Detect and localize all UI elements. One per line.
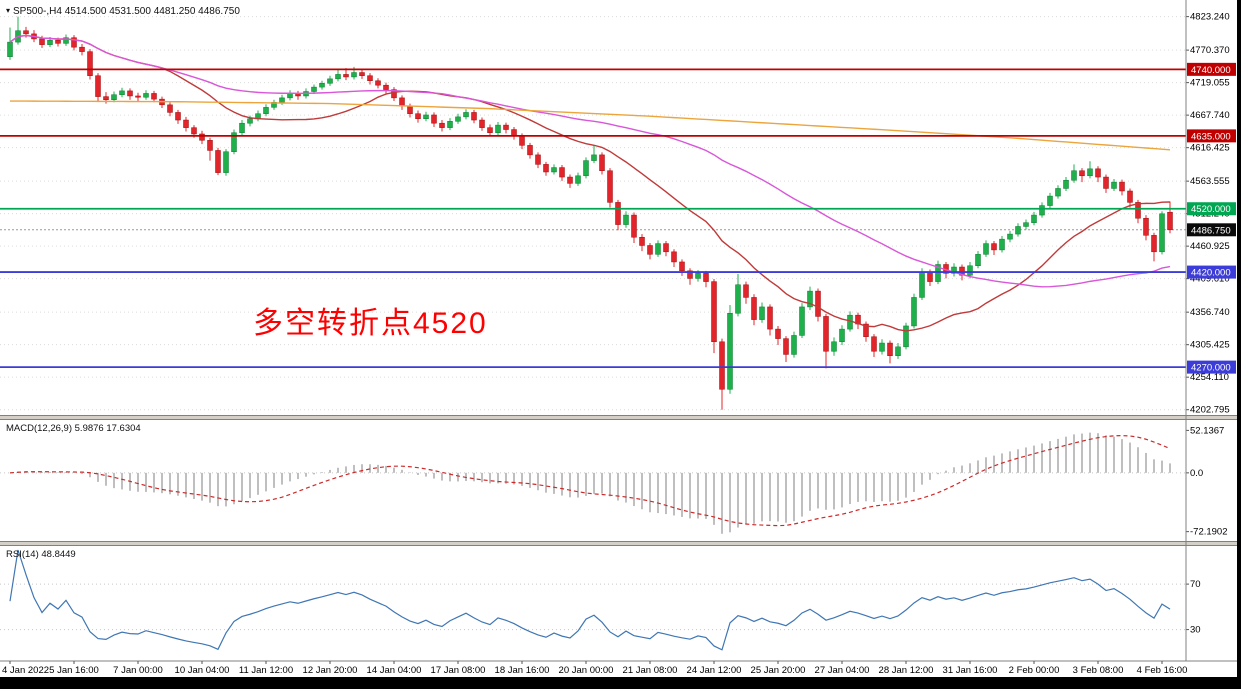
horizontal-level-lines[interactable] xyxy=(0,68,1186,369)
svg-text:7 Jan 00:00: 7 Jan 00:00 xyxy=(113,665,163,676)
rsi-indicator-label: RSI(14) 48.8449 xyxy=(6,549,76,560)
svg-text:31 Jan 16:00: 31 Jan 16:00 xyxy=(943,665,998,676)
svg-text:4520.000: 4520.000 xyxy=(1191,204,1231,215)
svg-text:4420.000: 4420.000 xyxy=(1191,268,1231,279)
candlestick-series[interactable] xyxy=(7,16,1173,410)
svg-text:4486.750: 4486.750 xyxy=(1191,225,1231,236)
panel-separator-2[interactable] xyxy=(0,541,1241,546)
svg-text:3 Feb 08:00: 3 Feb 08:00 xyxy=(1073,665,1124,676)
svg-text:52.1367: 52.1367 xyxy=(1190,425,1224,436)
rsi-line xyxy=(9,549,1171,651)
svg-text:70: 70 xyxy=(1190,579,1201,590)
svg-text:28 Jan 12:00: 28 Jan 12:00 xyxy=(879,665,934,676)
ohlc-values: 4514.500 4531.500 4481.250 4486.750 xyxy=(64,6,240,17)
svg-text:4270.000: 4270.000 xyxy=(1191,363,1231,374)
svg-text:5 Jan 16:00: 5 Jan 16:00 xyxy=(49,665,99,676)
price-axis[interactable]: 4823.240 4770.370 4719.055 4667.740 4616.425… xyxy=(1186,12,1236,416)
macd-signal-line xyxy=(9,434,1171,527)
svg-text:4460.925: 4460.925 xyxy=(1190,241,1230,252)
svg-text:4823.240: 4823.240 xyxy=(1190,12,1230,23)
svg-text:2 Feb 00:00: 2 Feb 00:00 xyxy=(1009,665,1060,676)
svg-text:11 Jan 12:00: 11 Jan 12:00 xyxy=(239,665,293,676)
macd-label: MACD(12,26,9) xyxy=(6,423,72,434)
rsi-label: RSI(14) xyxy=(6,549,39,560)
ma-medium-line xyxy=(9,34,1171,288)
svg-text:18 Jan 16:00: 18 Jan 16:00 xyxy=(495,665,550,676)
macd-axis: 52.1367 0.0 -72.1902 xyxy=(1186,425,1228,538)
macd-values: 5.9876 17.6304 xyxy=(74,423,141,434)
chart-title: ▾ SP500-,H4 4514.500 4531.500 4481.250 44… xyxy=(6,6,240,17)
svg-text:25 Jan 20:00: 25 Jan 20:00 xyxy=(751,665,806,676)
rsi-panel[interactable]: 70 30 xyxy=(0,579,1201,636)
svg-text:17 Jan 08:00: 17 Jan 08:00 xyxy=(431,665,486,676)
svg-text:4305.425: 4305.425 xyxy=(1190,340,1230,351)
svg-text:10 Jan 04:00: 10 Jan 04:00 xyxy=(175,665,230,676)
macd-indicator-label: MACD(12,26,9) 5.9876 17.6304 xyxy=(6,423,141,434)
svg-text:4409.610: 4409.610 xyxy=(1190,274,1230,285)
svg-text:4254.110: 4254.110 xyxy=(1190,372,1229,383)
svg-text:4 Feb 16:00: 4 Feb 16:00 xyxy=(1137,665,1188,676)
annotation-text[interactable]: 多空转折点4520 xyxy=(253,307,488,340)
rsi-values: 48.8449 xyxy=(41,549,76,560)
svg-text:4770.370: 4770.370 xyxy=(1190,45,1230,56)
svg-text:4635.000: 4635.000 xyxy=(1191,131,1231,142)
svg-text:12 Jan 20:00: 12 Jan 20:00 xyxy=(303,665,358,676)
svg-text:24 Jan 12:00: 24 Jan 12:00 xyxy=(687,665,742,676)
symbol-period-label: SP500-,H4 xyxy=(13,6,62,17)
svg-text:4667.740: 4667.740 xyxy=(1190,110,1230,121)
svg-text:4563.555: 4563.555 xyxy=(1190,176,1230,187)
svg-text:4740.000: 4740.000 xyxy=(1191,65,1231,76)
svg-text:-72.1902: -72.1902 xyxy=(1190,527,1228,538)
svg-text:4356.740: 4356.740 xyxy=(1190,307,1230,318)
time-axis[interactable]: 4 Jan 2022 5 Jan 16:00 7 Jan 00:00 10 Jan 0… xyxy=(0,0,1237,676)
panel-separator-1[interactable] xyxy=(0,415,1241,420)
chart-dropdown-icon[interactable]: ▾ xyxy=(6,6,11,15)
svg-text:27 Jan 04:00: 27 Jan 04:00 xyxy=(815,665,870,676)
svg-text:0.0: 0.0 xyxy=(1190,468,1203,479)
svg-text:4719.055: 4719.055 xyxy=(1190,78,1230,89)
svg-text:4616.425: 4616.425 xyxy=(1190,143,1230,154)
ma-fast-line xyxy=(9,34,1171,332)
macd-histogram xyxy=(17,432,1171,534)
svg-text:30: 30 xyxy=(1190,625,1201,636)
svg-text:4202.795: 4202.795 xyxy=(1190,405,1230,416)
svg-text:4 Jan 2022: 4 Jan 2022 xyxy=(2,665,49,676)
svg-text:20 Jan 00:00: 20 Jan 00:00 xyxy=(559,665,614,676)
svg-text:14 Jan 04:00: 14 Jan 04:00 xyxy=(367,665,422,676)
svg-text:21 Jan 08:00: 21 Jan 08:00 xyxy=(623,665,678,676)
